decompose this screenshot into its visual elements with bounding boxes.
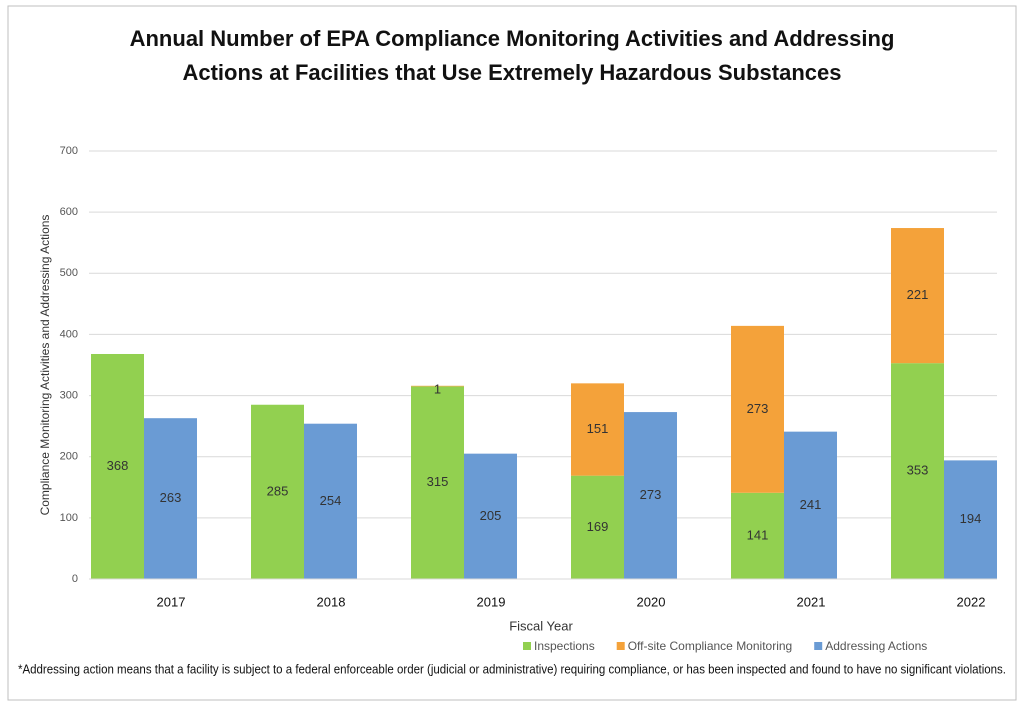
y-tick-label: 0 <box>72 573 78 585</box>
x-tick-label: 2018 <box>317 594 346 609</box>
footnote: *Addressing action means that a facility… <box>18 661 1006 676</box>
bar-segment <box>891 363 944 579</box>
bar-segment <box>251 404 304 579</box>
bar-segment <box>304 423 357 579</box>
x-tick-label: 2017 <box>157 594 186 609</box>
bar-segment <box>731 492 784 579</box>
bar-segment <box>784 431 837 579</box>
legend-swatch <box>523 642 531 650</box>
x-tick-label: 2020 <box>637 594 666 609</box>
bar-segment <box>411 386 464 579</box>
data-label: 273 <box>640 487 662 502</box>
bar-segment <box>624 412 677 579</box>
y-tick-label: 200 <box>60 451 78 463</box>
data-label: 1 <box>434 382 441 397</box>
chart-title: Annual Number of EPA Compliance Monitori… <box>129 26 895 85</box>
data-label: 368 <box>107 458 129 473</box>
legend-label: Inspections <box>534 639 595 653</box>
data-label: 221 <box>907 287 929 302</box>
legend-label: Off-site Compliance Monitoring <box>628 639 793 653</box>
data-label: 353 <box>907 463 929 478</box>
data-label: 241 <box>800 497 822 512</box>
bar-segment <box>731 325 784 493</box>
frame <box>7 5 1017 701</box>
legend-swatch <box>814 642 823 650</box>
bar-segment <box>571 475 624 579</box>
data-label: 141 <box>747 527 769 542</box>
data-label: 315 <box>427 474 449 489</box>
x-tick-label: 2021 <box>797 594 826 609</box>
x-tick-label: 2022 <box>957 594 986 609</box>
bar-segment <box>464 453 517 579</box>
y-tick-label: 300 <box>60 389 78 401</box>
data-label: 285 <box>267 483 289 498</box>
x-tick-label: 2019 <box>477 594 506 609</box>
data-label: 273 <box>747 401 769 416</box>
bar-segment <box>411 385 464 387</box>
bar-segment <box>571 383 624 476</box>
legend-swatch <box>616 642 625 650</box>
y-tick-label: 500 <box>60 267 78 279</box>
data-label: 194 <box>960 511 982 526</box>
y-tick-label: 600 <box>60 206 78 218</box>
data-label: 263 <box>160 490 182 505</box>
legend-label: Addressing Actions <box>825 639 927 653</box>
data-label: 205 <box>480 508 502 523</box>
bar-segment <box>891 228 944 364</box>
bar-segment <box>91 353 144 579</box>
y-axis-title: Compliance Monitoring Activities and Add… <box>38 215 52 516</box>
y-tick-label: 400 <box>60 328 78 340</box>
y-tick-label: 700 <box>60 145 78 157</box>
bar-segment <box>944 460 997 579</box>
data-label: 254 <box>320 493 342 508</box>
y-tick-label: 100 <box>60 512 78 524</box>
data-label: 151 <box>587 421 609 436</box>
data-label: 169 <box>587 519 609 534</box>
bar-segment <box>144 418 197 579</box>
x-axis-title: Fiscal Year <box>509 618 573 633</box>
